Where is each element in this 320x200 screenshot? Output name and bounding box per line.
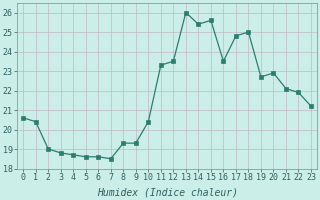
X-axis label: Humidex (Indice chaleur): Humidex (Indice chaleur) (97, 187, 237, 197)
